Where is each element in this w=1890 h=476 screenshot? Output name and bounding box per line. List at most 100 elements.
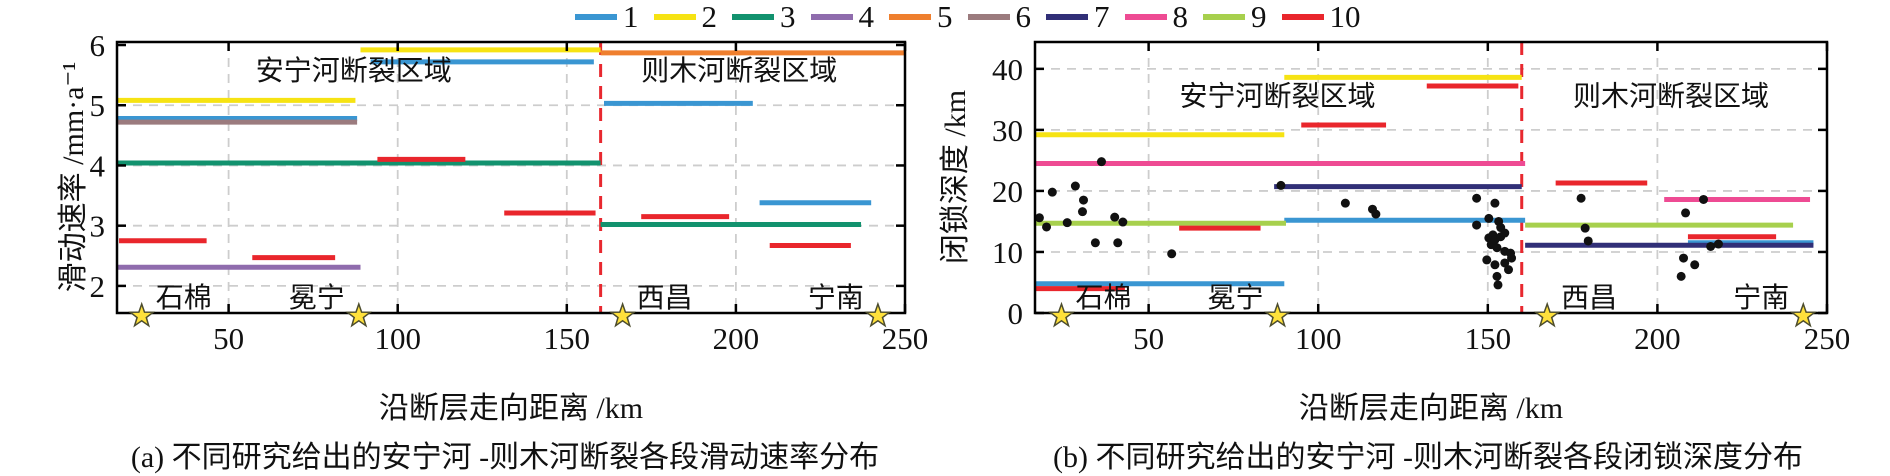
x-tick-label: 50: [213, 321, 244, 356]
scatter-dot: [1576, 193, 1586, 203]
panel-b-segments: [1035, 74, 1814, 292]
scatter-dot: [1340, 198, 1350, 208]
scatter-dot: [1690, 260, 1700, 270]
city-label: 西昌: [1561, 283, 1617, 314]
legend-swatch: [1046, 13, 1088, 20]
y-tick-label: 2: [90, 269, 106, 304]
y-tick-label: 5: [90, 88, 106, 123]
legend-label: 9: [1251, 0, 1267, 34]
legend: 1 2 3 4 5 6 7 8 9 10: [575, 1, 1376, 32]
panel-a-segments: [117, 47, 905, 270]
scatter-dot: [1681, 208, 1691, 218]
panel-b-x-axis-label: 沿断层走向距离 /km: [1298, 392, 1564, 425]
city-label: 宁南: [808, 282, 864, 314]
scatter-dot: [1077, 207, 1087, 217]
legend-swatch: [967, 13, 1010, 20]
city-label: 石棉: [156, 282, 212, 314]
scatter-dot: [1062, 218, 1072, 228]
scatter-dot: [1492, 271, 1502, 281]
x-tick-label: 200: [713, 321, 760, 356]
legend-item-8: 8: [1124, 0, 1189, 34]
scatter-dot: [1484, 213, 1494, 223]
scatter-dot: [1500, 258, 1510, 268]
x-tick-label: 100: [1295, 321, 1342, 356]
city-star-icon: [609, 301, 637, 328]
scatter-dot: [1096, 157, 1106, 167]
panel-b-gridlines: [1035, 42, 1827, 313]
x-tick-label: 250: [1804, 321, 1851, 356]
city-star-icon: [1047, 301, 1076, 328]
legend-label: 1: [623, 0, 639, 34]
scatter-dot: [1113, 238, 1123, 248]
scatter-dot: [1583, 236, 1593, 246]
scatter-dot: [1118, 217, 1128, 227]
scatter-dot: [1070, 181, 1080, 191]
legend-swatch: [732, 13, 774, 20]
panel-a-y-axis-label: 滑动速率 /mm·a⁻¹: [57, 61, 90, 293]
panel-b-border: [1033, 40, 1829, 315]
scatter-dot: [1713, 239, 1723, 249]
legend-label: 4: [858, 0, 875, 34]
scatter-dot: [1482, 255, 1492, 265]
legend-item-9: 9: [1203, 1, 1267, 32]
legend-label: 7: [1094, 0, 1110, 34]
scatter-dot: [1676, 271, 1686, 281]
x-tick-label: 100: [374, 321, 421, 356]
scatter-dot: [1034, 213, 1044, 223]
legend-swatch: [1281, 13, 1324, 20]
legend-label: 3: [780, 0, 796, 34]
legend-label: 6: [1015, 0, 1032, 34]
panel-a-ticks: 50 100 150 200 250 2 3 4 5 6: [90, 28, 929, 356]
legend-swatch: [889, 13, 931, 20]
region-label: 安宁河断裂区域: [1180, 80, 1376, 112]
scatter-dot: [1047, 187, 1057, 197]
scatter-dot: [1699, 194, 1709, 204]
legend-item-7: 7: [1046, 1, 1110, 32]
scatter-dot: [1167, 249, 1177, 259]
x-tick-label: 200: [1634, 321, 1681, 356]
legend-label: 8: [1172, 0, 1189, 34]
city-label: 西昌: [637, 283, 693, 314]
scatter-dot: [1371, 209, 1381, 219]
panel-b-y-axis-label: 闭锁深度 /km: [939, 89, 972, 265]
scatter-dot: [1679, 253, 1689, 263]
scatter-dot: [1472, 193, 1482, 203]
scatter-dot: [1504, 265, 1514, 275]
scatter-dot: [1500, 228, 1510, 238]
scatter-dot: [1472, 220, 1482, 230]
legend-label: 5: [937, 0, 953, 34]
legend-item-5: 5: [889, 1, 953, 32]
y-tick-label: 20: [992, 174, 1023, 209]
scatter-dot: [1490, 198, 1500, 208]
panel-a-caption: (a) 不同研究给出的安宁河 -则木河断裂各段滑动速率分布: [130, 441, 880, 474]
y-tick-label: 4: [90, 148, 106, 183]
scatter-dot: [1493, 280, 1503, 290]
legend-swatch: [1203, 13, 1245, 20]
legend-item-1: 1: [575, 1, 639, 32]
scatter-dot: [1042, 222, 1052, 232]
city-star-icon: [1263, 301, 1292, 328]
panel-b-scatter-points: [1034, 157, 1723, 290]
panel-b-ticks: 50 100 150 200 250 0 10 20 30 40: [992, 42, 1850, 356]
scatter-dot: [1490, 260, 1500, 270]
legend-item-10: 10: [1281, 1, 1361, 32]
scatter-dot: [1492, 243, 1502, 253]
y-tick-label: 30: [992, 113, 1023, 148]
y-tick-label: 10: [992, 235, 1023, 270]
legend-swatch: [1124, 13, 1167, 20]
legend-swatch: [575, 13, 617, 20]
panel-a-border: [115, 40, 907, 315]
city-label: 冕宁: [1208, 282, 1264, 314]
city-label: 宁南: [1733, 282, 1789, 314]
legend-item-4: 4: [810, 0, 875, 34]
city-star-icon: [1789, 301, 1817, 328]
x-tick-label: 150: [1465, 321, 1512, 356]
scatter-dot: [1079, 195, 1089, 205]
legend-swatch: [810, 13, 853, 20]
city-star-icon: [345, 301, 373, 328]
scatter-dot: [1110, 212, 1120, 222]
